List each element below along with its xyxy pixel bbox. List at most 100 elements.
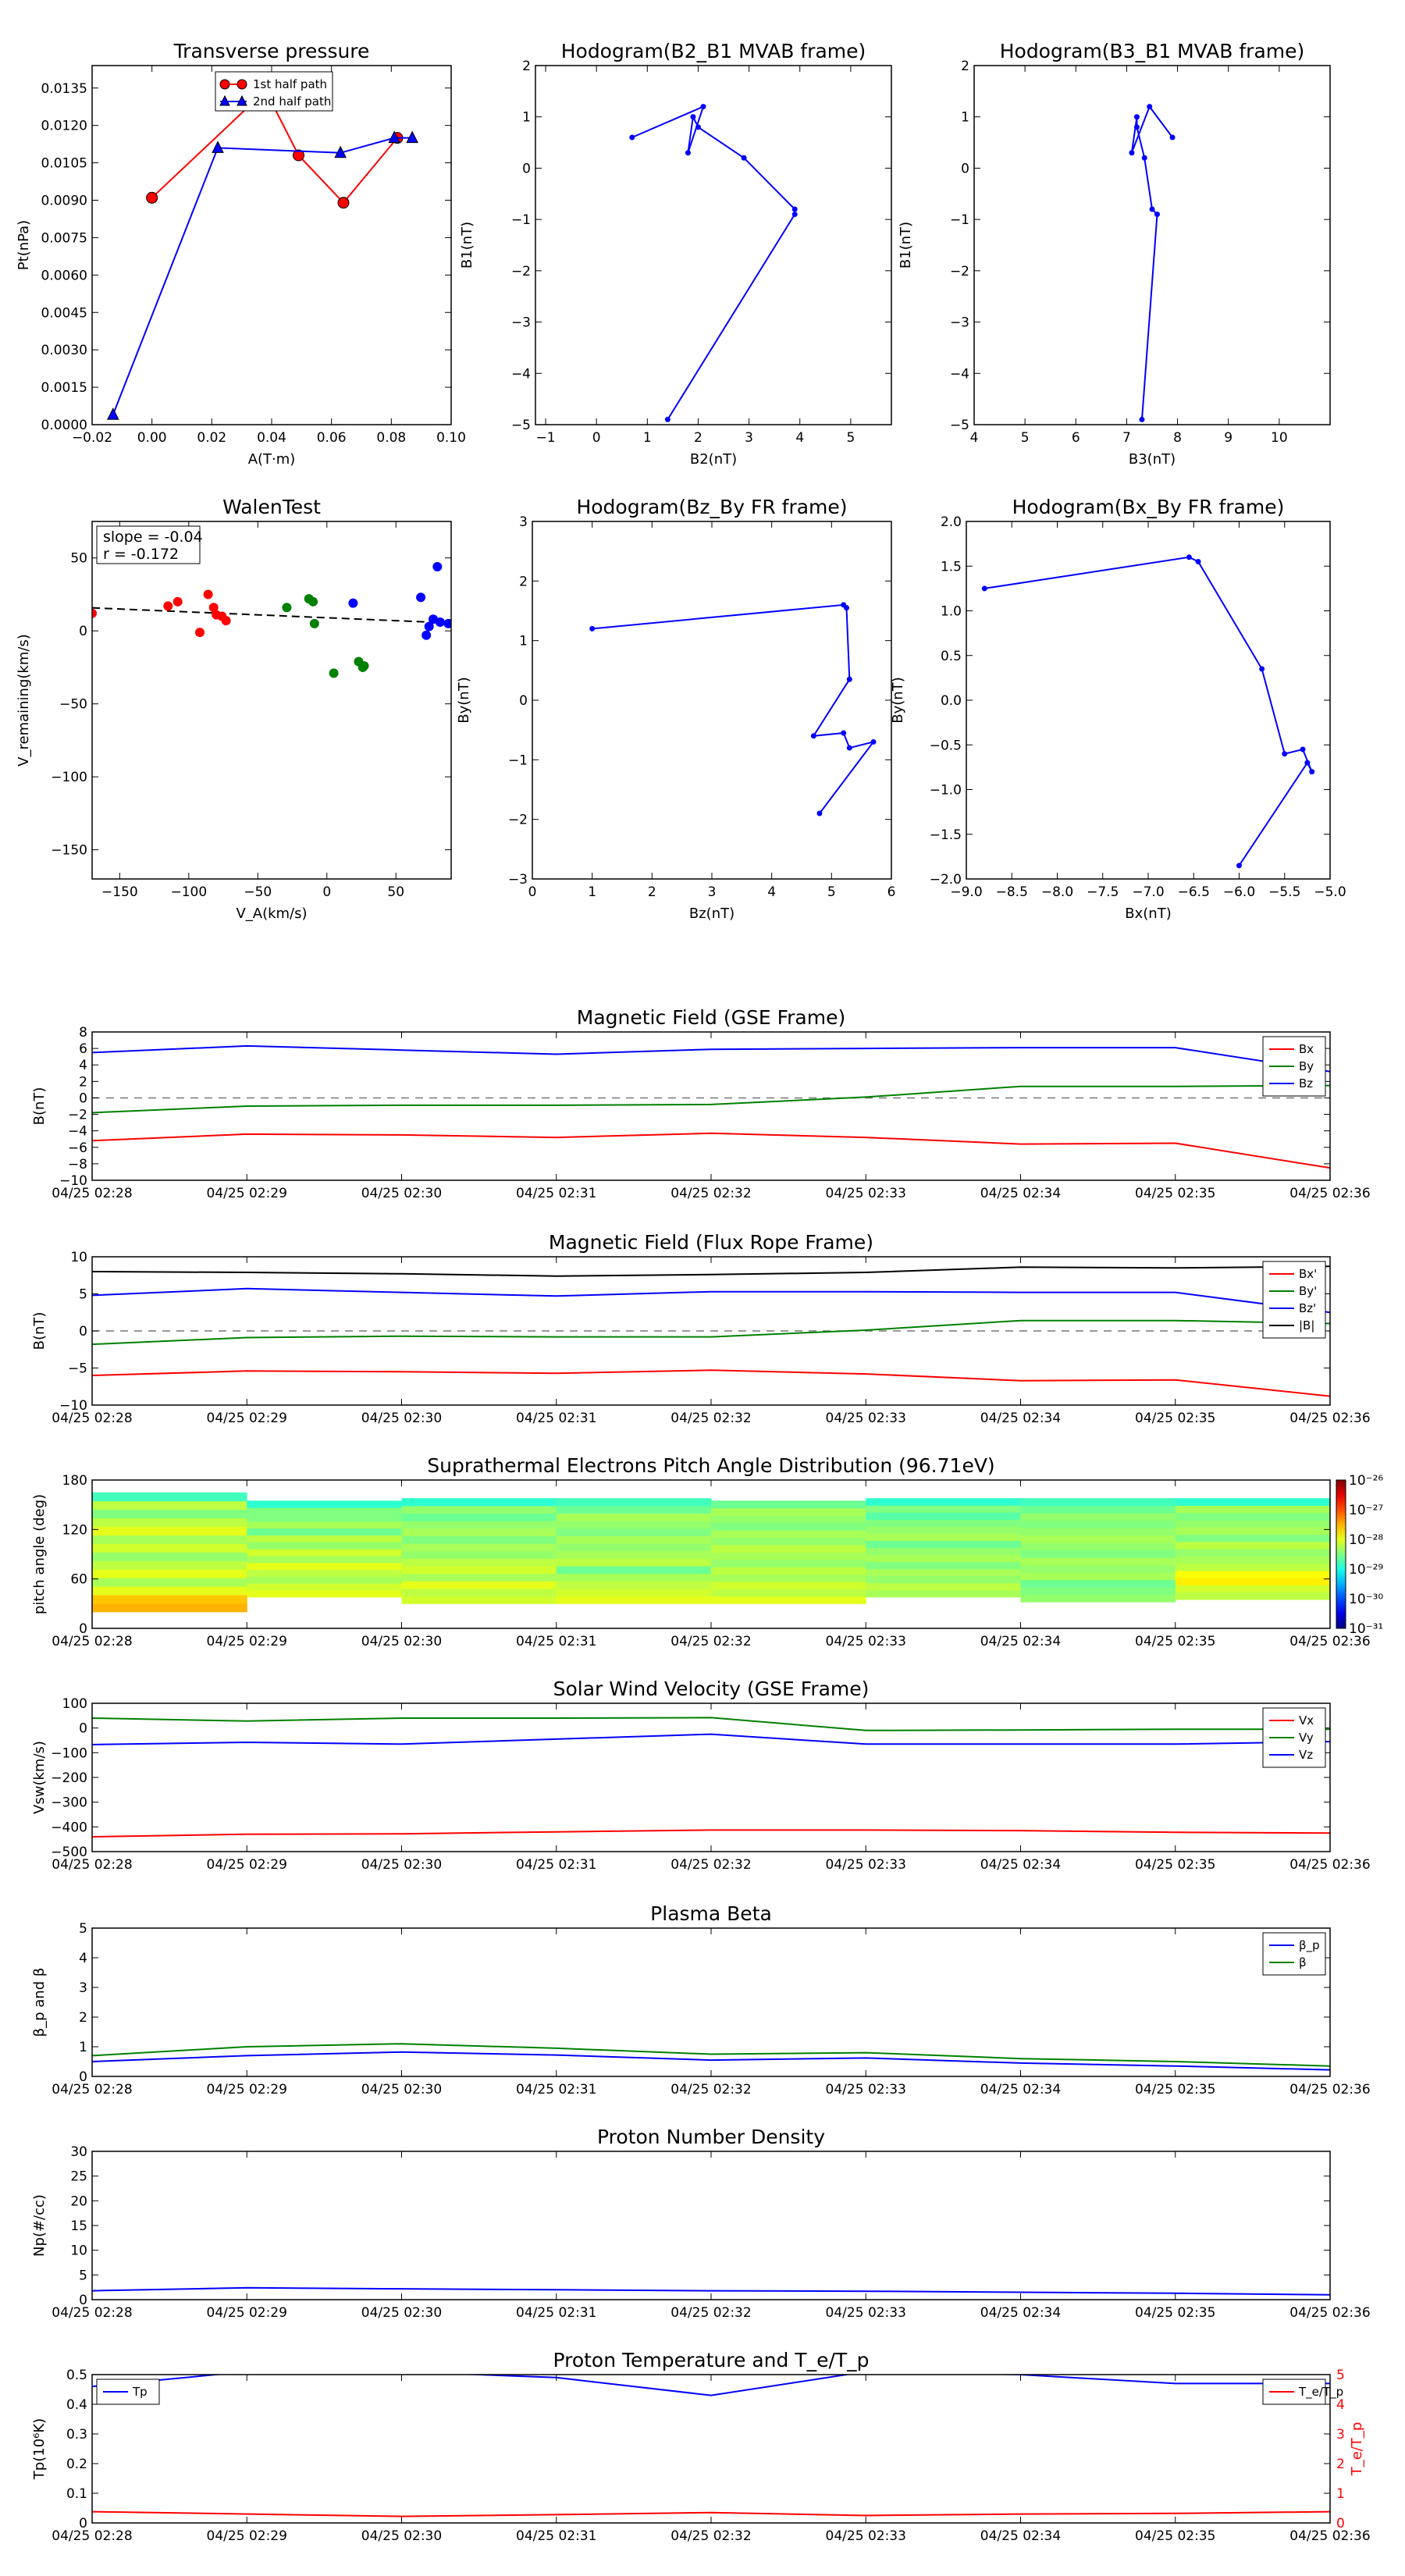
heatmap-cell: [92, 1517, 247, 1528]
y-tick-label: −10: [59, 1398, 87, 1414]
heatmap-cell: [556, 1528, 712, 1536]
heatmap-cell: [247, 1590, 402, 1598]
y-axis-label: pitch angle (deg): [31, 1494, 48, 1614]
series-line: [92, 1717, 1330, 1731]
plot-area: [629, 104, 798, 422]
x-tick-label: 8: [1173, 430, 1182, 446]
chart-title: Hodogram(B2_B1 MVAB frame): [561, 40, 866, 62]
x-tick-label: 04/25 02:35: [1135, 1634, 1215, 1649]
fit-line: [92, 607, 451, 624]
chart-pad: Suprathermal Electrons Pitch Angle Distr…: [31, 1454, 1383, 1649]
y-tick-label: −2: [508, 813, 528, 828]
y-tick-label: −1.0: [930, 783, 962, 799]
heatmap-cell: [711, 1522, 866, 1531]
data-point: [846, 676, 852, 682]
heatmap-cell: [711, 1530, 866, 1539]
y-tick-label: 0.0090: [41, 194, 87, 209]
heatmap-cell: [401, 1498, 557, 1507]
heatmap-cell: [247, 1555, 402, 1564]
heatmap-cell: [711, 1507, 866, 1516]
data-point: [388, 130, 400, 144]
heatmap-cell: [866, 1589, 1021, 1598]
heatmap-cell: [1175, 1549, 1330, 1557]
y-axis-label: B(nT): [31, 1312, 48, 1350]
heatmap-cell: [92, 1500, 247, 1510]
y-tick-label: −3: [511, 315, 531, 331]
heatmap-cell: [1175, 1563, 1330, 1571]
y-tick-label: −2: [68, 1108, 87, 1123]
heatmap-cell: [1175, 1498, 1330, 1506]
heatmap-cell: [556, 1498, 712, 1507]
y-tick-label: 0: [519, 693, 528, 709]
y-tick-label: −150: [51, 843, 87, 859]
heatmap-cell: [1020, 1505, 1176, 1514]
axes-frame: [91, 1703, 1331, 1852]
data-point: [348, 598, 358, 608]
x-tick-label: 04/25 02:36: [1289, 2528, 1370, 2544]
y-tick-label: −6: [68, 1140, 87, 1156]
data-point: [981, 585, 987, 592]
data-point: [1129, 150, 1135, 156]
axes-frame: [535, 65, 892, 425]
heatmap-cell: [711, 1589, 866, 1597]
chart-np: Proton Number Density 0 5 10 15 20 25 30 04/25 0…: [31, 2126, 1371, 2321]
colorbar-tick-label: 10⁻²⁶: [1349, 1473, 1383, 1489]
legend-label: 2nd half path: [253, 94, 331, 109]
x-tick-label: 04/25 02:32: [670, 1857, 751, 1873]
y-axis-label: Tp(10⁶K): [31, 2418, 48, 2480]
heatmap-cell: [1020, 1564, 1176, 1573]
legend: T_e/T_p: [1262, 2379, 1343, 2405]
axes-frame: [91, 1479, 1331, 1629]
plot-area: [589, 602, 877, 817]
y-tick-label: 0: [79, 1721, 87, 1737]
y-tick-label: −8: [68, 1157, 87, 1172]
y-tick-label: 0.0045: [41, 305, 87, 321]
y-tick-label: 30: [70, 2144, 87, 2160]
series-line: [92, 1287, 1330, 1314]
data-point: [816, 810, 823, 817]
x-tick-label: 04/25 02:31: [516, 1634, 596, 1649]
right-tick-label: 5: [1336, 2368, 1345, 2383]
legend-marker: [219, 94, 230, 106]
data-point: [1139, 416, 1145, 422]
x-tick-label: 3: [708, 884, 717, 900]
y-tick-label: −3: [950, 315, 969, 331]
heatmap-cell: [92, 1552, 247, 1561]
legend-box: [215, 71, 333, 112]
legend-label: Bz': [1299, 1301, 1316, 1315]
x-tick-label: −150: [101, 884, 138, 900]
data-point: [208, 603, 219, 613]
legend: β_p β: [1262, 1932, 1326, 1976]
legend-label: Vy: [1299, 1731, 1314, 1745]
data-point: [203, 589, 213, 600]
series-line: [112, 137, 413, 415]
y-tick-label: 0.5: [941, 649, 962, 664]
heatmap-cell: [92, 1560, 247, 1570]
x-tick-label: 04/25 02:28: [52, 1857, 132, 1873]
data-point: [870, 738, 877, 745]
data-point: [1186, 554, 1192, 560]
series-line: [92, 2051, 1330, 2071]
y-tick-label: 100: [62, 1696, 87, 1712]
x-tick-label: 04/25 02:33: [826, 2305, 906, 2321]
heatmap-cell: [92, 1492, 247, 1502]
heatmap-cell: [866, 1519, 1021, 1527]
legend-label: Bx': [1299, 1267, 1317, 1281]
axes-frame: [91, 2151, 1331, 2300]
x-tick-label: 2: [648, 884, 656, 900]
heatmap-cell: [1175, 1527, 1330, 1535]
x-tick-label: 04/25 02:35: [1135, 1186, 1215, 1201]
y-axis-label: Pt(nPa): [16, 220, 32, 270]
series-line: [1130, 105, 1173, 420]
x-tick-label: 04/25 02:29: [207, 1186, 287, 1201]
x-tick-label: 0: [322, 884, 331, 900]
data-point: [293, 149, 304, 162]
x-tick-label: 04/25 02:30: [361, 1634, 442, 1649]
heatmap-cell: [1020, 1520, 1176, 1528]
data-point: [1309, 769, 1315, 775]
y-tick-label: 0.0060: [41, 268, 87, 283]
heatmap-cell: [1175, 1505, 1330, 1514]
data-point: [629, 134, 635, 141]
data-point: [92, 608, 97, 618]
